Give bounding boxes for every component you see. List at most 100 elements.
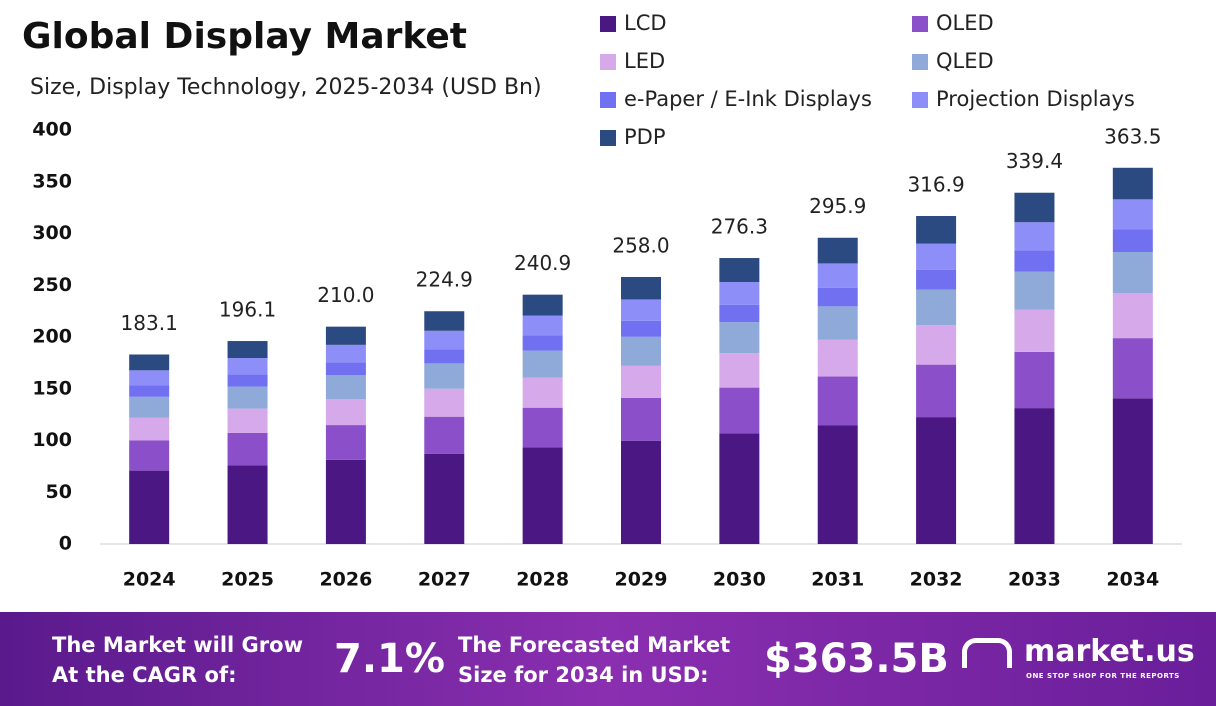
total-label: 196.1 (219, 298, 276, 322)
bar-segment (916, 269, 957, 290)
bar-segment (227, 358, 268, 375)
bar-segment (719, 433, 760, 544)
total-label: 295.9 (809, 194, 866, 218)
bar-segment (325, 375, 366, 399)
bar-segment (424, 453, 465, 544)
bar-segment (817, 287, 858, 307)
x-tick-label: 2024 (123, 569, 176, 591)
x-tick-label: 2031 (811, 569, 864, 591)
brand-tagline: ONE STOP SHOP FOR THE REPORTS (1026, 672, 1180, 680)
forecast-text: The Forecasted Market Size for 2034 in U… (458, 633, 731, 687)
x-tick-label: 2028 (516, 569, 569, 591)
bar-segment (227, 432, 268, 466)
bar-segment (621, 336, 661, 366)
bar-segment (916, 243, 957, 270)
bar-segment (1112, 293, 1153, 339)
bar-segment (129, 354, 170, 371)
bar-segment (817, 263, 858, 288)
bar-segment (522, 335, 563, 351)
bar-segment (522, 315, 563, 336)
legend-swatch (912, 54, 928, 70)
bar-segment (522, 377, 563, 408)
bar-segment (1112, 199, 1153, 230)
bar-segment (1112, 229, 1153, 253)
legend-label: OLED (936, 11, 994, 35)
bar-segment (325, 362, 366, 376)
total-label: 258.0 (612, 233, 669, 257)
bar-segment (1112, 167, 1153, 200)
bar-segment (1014, 271, 1055, 310)
bar-segment (817, 376, 858, 426)
bar-segment (1112, 398, 1153, 544)
legend-swatch (600, 54, 616, 70)
bar-segment (129, 396, 170, 418)
y-tick-label: 100 (32, 429, 72, 451)
total-label: 316.9 (907, 173, 964, 197)
y-tick-label: 250 (32, 274, 72, 296)
bar-segment (916, 216, 957, 244)
bar-segment (325, 326, 366, 345)
bar-segment (719, 387, 760, 434)
bar-segment (719, 304, 760, 323)
chart-title: Global Display Market (22, 16, 467, 57)
bar-segment (719, 258, 760, 283)
x-tick-label: 2032 (910, 569, 963, 591)
legend-label: PDP (624, 125, 666, 149)
legend-label: QLED (936, 49, 994, 73)
y-tick-label: 150 (32, 377, 72, 399)
forecast-value: $363.5B (764, 636, 949, 682)
chart: Global Display Market Size, Display Tech… (22, 11, 1182, 591)
bar-segment (1014, 408, 1055, 544)
y-tick-label: 350 (32, 170, 72, 192)
bar-segment (1014, 351, 1055, 409)
bar-segment (325, 459, 366, 544)
bar-segment (916, 364, 957, 418)
bar-segment (129, 370, 170, 386)
bar-segment (1112, 338, 1153, 399)
legend-swatch (912, 16, 928, 32)
x-tick-label: 2030 (713, 569, 766, 591)
bar-segment (522, 294, 563, 316)
bar-segment (621, 320, 661, 337)
total-label: 210.0 (317, 283, 374, 307)
legend-label: Projection Displays (936, 87, 1135, 111)
cagr-text: The Market will Grow At the CAGR of: (52, 633, 303, 687)
bar-segment (719, 353, 760, 388)
total-label: 240.9 (514, 251, 571, 275)
bar-segment (621, 440, 661, 544)
cagr-value: 7.1% (334, 636, 445, 682)
x-tick-label: 2029 (615, 569, 668, 591)
bar-segment (817, 425, 858, 544)
bar-segment (424, 311, 465, 331)
bar-segment (129, 470, 170, 544)
bar-segment (424, 388, 465, 417)
bar-segment (817, 306, 858, 340)
total-label: 339.4 (1006, 149, 1063, 173)
bar-segment (621, 276, 661, 300)
legend-label: LED (624, 49, 665, 73)
bar-segment (227, 465, 268, 544)
bar-segment (817, 339, 858, 377)
brand-name: market.us (1024, 634, 1195, 669)
x-tick-label: 2034 (1106, 569, 1159, 591)
y-tick-label: 0 (59, 533, 72, 555)
bar-segment (129, 385, 170, 397)
legend-swatch (600, 16, 616, 32)
bar-segment (227, 374, 268, 387)
legend-label: LCD (624, 11, 667, 35)
bar-segment (817, 237, 858, 264)
bar-segment (325, 344, 366, 363)
bar-segment (719, 322, 760, 354)
bar-segment (621, 365, 661, 398)
chart-subtitle: Size, Display Technology, 2025-2034 (USD… (30, 75, 542, 100)
x-tick-label: 2033 (1008, 569, 1061, 591)
bar-segment (227, 386, 268, 409)
bar-segment (424, 330, 465, 350)
x-tick-label: 2025 (221, 569, 274, 591)
x-tick-label: 2026 (319, 569, 372, 591)
bar-segment (1014, 222, 1055, 251)
bar-segment (916, 417, 957, 544)
y-tick-label: 300 (32, 222, 72, 244)
bar-segment (719, 282, 760, 305)
